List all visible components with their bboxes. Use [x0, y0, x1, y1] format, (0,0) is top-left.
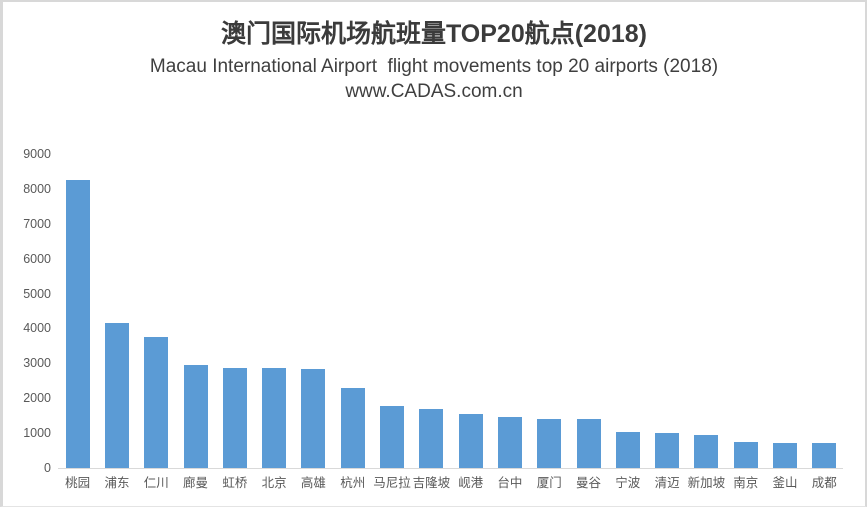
bar — [615, 432, 640, 468]
x-tick-label: 高雄 — [300, 476, 326, 490]
bar-slot — [215, 2, 254, 468]
y-tick-label: 4000 — [23, 321, 51, 336]
chart-source-url: www.CADAS.com.cn — [345, 81, 523, 102]
x-tick-label: 廊曼 — [183, 476, 209, 490]
x-tick-label: 台中 — [497, 476, 523, 490]
x-tick-label: 新加坡 — [687, 476, 726, 490]
bar — [576, 419, 601, 468]
bar-slot — [805, 2, 844, 468]
x-tick-label: 杭州 — [340, 476, 366, 490]
bar — [655, 433, 680, 468]
x-tick-label: 桃园 — [65, 476, 91, 490]
bar — [262, 368, 287, 468]
bar-slot — [254, 2, 293, 468]
x-tick-label: 釜山 — [772, 476, 798, 490]
bar — [812, 443, 837, 468]
bars-container — [58, 2, 844, 468]
bar-slot — [687, 2, 726, 468]
x-axis-labels: 桃园 浦东 仁川 廊曼 虹桥 北京 高雄 杭州 马尼拉 吉隆坡 岘港 台中 厦门 曼谷 宁波 清迈 新加坡 南京釜… — [58, 476, 844, 491]
bar-slot — [294, 2, 333, 468]
bar-slot — [530, 2, 569, 468]
bar — [419, 409, 444, 468]
x-tick-label: 成都 — [811, 476, 837, 490]
chart-subtitle: Macau International Airport flight movem… — [149, 56, 719, 77]
bar — [301, 368, 326, 468]
bar — [340, 387, 365, 468]
bar-slot — [647, 2, 686, 468]
bar-slot — [451, 2, 490, 468]
bar — [144, 337, 169, 468]
bar-slot — [333, 2, 372, 468]
bar-slot — [176, 2, 215, 468]
bar — [733, 442, 758, 468]
x-tick-label: 马尼拉 — [373, 476, 411, 490]
x-axis-line — [58, 468, 843, 469]
bar-slot — [726, 2, 765, 468]
x-tick-label: 南京 — [733, 476, 759, 490]
y-tick-label: 3000 — [23, 356, 51, 371]
bar — [694, 434, 719, 468]
x-tick-label: 岘港 — [458, 476, 484, 490]
x-tick-label: 虹桥 — [222, 476, 248, 490]
y-tick-label: 2000 — [23, 391, 51, 406]
bar — [104, 323, 129, 468]
x-tick-label: 曼谷 — [576, 476, 602, 490]
bar-chart-plot-area: 0 1000 2000 3000 4000 5000 6000 7000 8000 9000 桃园… — [3, 2, 865, 506]
y-tick-label: 8000 — [23, 181, 51, 196]
y-tick-label: 7000 — [23, 216, 51, 231]
bar-slot — [372, 2, 411, 468]
y-tick-label: 0 — [44, 461, 51, 475]
bar-slot — [569, 2, 608, 468]
bar — [380, 405, 405, 468]
bar-slot — [608, 2, 647, 468]
bar — [222, 367, 247, 468]
x-tick-label: 浦东 — [104, 476, 130, 490]
bar — [537, 418, 562, 468]
bar — [497, 417, 522, 468]
bar-slot — [765, 2, 804, 468]
x-tick-label: 吉隆坡 — [412, 476, 451, 490]
y-tick-label: 5000 — [23, 286, 51, 301]
x-tick-label: 清迈 — [654, 476, 680, 490]
bar — [65, 180, 90, 468]
y-tick-label: 6000 — [23, 251, 51, 266]
bar-slot — [137, 2, 176, 468]
chart-title: 澳门国际机场航班量TOP20航点(2018) — [220, 20, 647, 48]
bar-slot — [97, 2, 136, 468]
bar — [183, 365, 208, 468]
x-tick-label: 宁波 — [615, 476, 641, 490]
y-tick-label: 1000 — [23, 426, 51, 441]
bar — [772, 442, 797, 468]
x-tick-label: 北京 — [261, 476, 287, 490]
bar-slot — [58, 2, 97, 468]
x-tick-label: 仁川 — [143, 476, 169, 490]
chart-header: 澳门国际机场航班量TOP20航点(2018) Macau Internation… — [3, 19, 865, 103]
bar — [458, 413, 483, 468]
y-tick-label: 9000 — [23, 147, 51, 161]
x-tick-label: 厦门 — [536, 476, 562, 490]
bar-slot — [490, 2, 529, 468]
bar-slot — [412, 2, 451, 468]
